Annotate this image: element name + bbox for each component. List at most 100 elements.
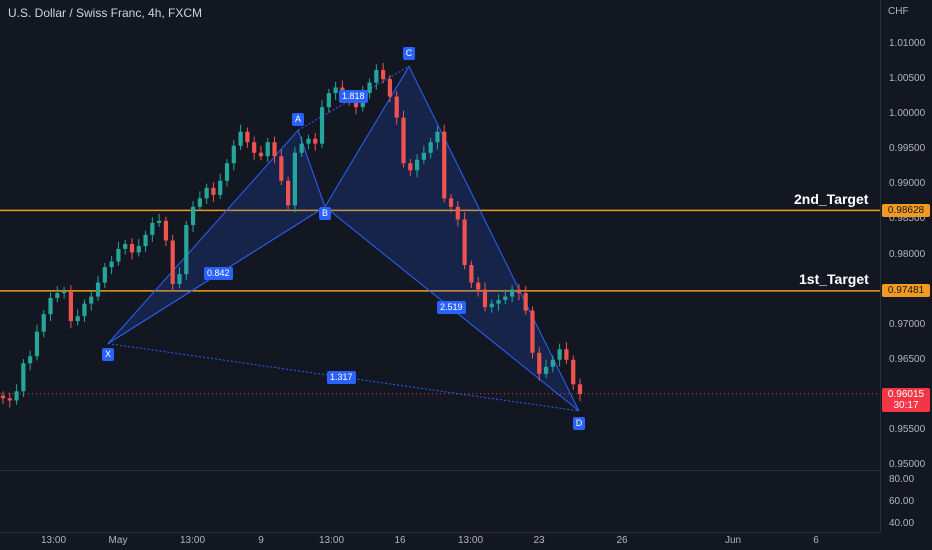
- candle-body: [136, 246, 141, 253]
- price-axis[interactable]: [880, 0, 932, 532]
- price-tick-label: 0.97000: [889, 318, 926, 330]
- candle-body: [163, 220, 169, 241]
- pattern-point-c[interactable]: C: [403, 47, 415, 60]
- candle-body: [543, 366, 549, 374]
- time-tick-label: 26: [616, 535, 628, 546]
- candle-body: [116, 248, 121, 262]
- candle-body: [435, 131, 440, 143]
- candle-body: [197, 198, 202, 207]
- time-tick-label: 23: [533, 535, 545, 546]
- candle-body: [394, 96, 399, 118]
- candle-body: [510, 289, 515, 297]
- candle-body: [523, 293, 528, 311]
- candle-body: [353, 100, 359, 108]
- pattern-point-b[interactable]: B: [319, 207, 331, 220]
- candle-body: [503, 296, 508, 301]
- price-tick-label: 0.98000: [889, 248, 926, 260]
- candle-body: [82, 303, 87, 317]
- candle-body: [313, 138, 318, 144]
- candle-body: [401, 117, 406, 164]
- candle-body: [89, 296, 94, 304]
- symbol-title[interactable]: U.S. Dollar / Swiss Franc, 4h, FXCM: [8, 6, 203, 20]
- candle-body: [211, 187, 216, 195]
- candle-body: [516, 289, 522, 294]
- time-tick-label: 6: [813, 535, 819, 546]
- candle-body: [238, 131, 243, 146]
- pattern-point-a[interactable]: A: [292, 113, 304, 126]
- candle-body: [184, 225, 189, 275]
- candle-body: [123, 243, 128, 249]
- ratio-ab-label[interactable]: 0.842: [204, 267, 233, 280]
- candle-body: [190, 206, 196, 226]
- price-tick-label: 0.98500: [889, 213, 926, 225]
- candle-body: [557, 349, 562, 360]
- candle-body: [421, 152, 426, 160]
- ratio-cd-label[interactable]: 2.519: [437, 301, 466, 314]
- candle-body: [367, 82, 372, 94]
- candle-body: [21, 363, 26, 392]
- candle-body: [109, 261, 114, 268]
- candle-body: [469, 265, 474, 283]
- candle-body: [292, 152, 297, 206]
- pattern-point-x[interactable]: X: [102, 348, 114, 361]
- indicator-separator[interactable]: [0, 470, 932, 471]
- currency-label: CHF: [888, 6, 909, 17]
- first-target-label[interactable]: 1st_Target: [799, 271, 869, 287]
- candle-body: [0, 395, 6, 399]
- candle-body: [231, 145, 236, 164]
- time-axis[interactable]: [0, 532, 880, 550]
- candle-body: [55, 293, 60, 299]
- candle-body: [7, 398, 12, 401]
- bar-countdown: 30:17: [893, 400, 919, 411]
- candle-body: [150, 222, 155, 235]
- candle-body: [41, 314, 46, 332]
- price-tick-label: 0.95000: [889, 459, 926, 470]
- time-tick-label: 13:00: [41, 535, 67, 546]
- candle-body: [333, 87, 338, 94]
- time-tick-label: 9: [258, 535, 264, 546]
- price-tick-label: 0.99000: [889, 178, 926, 190]
- time-tick-label: Jun: [724, 535, 742, 546]
- pattern-point-d[interactable]: D: [573, 417, 585, 430]
- candle-body: [34, 331, 40, 357]
- candle-body: [414, 159, 420, 171]
- candle-body: [170, 240, 175, 284]
- time-tick-label: May: [108, 535, 128, 546]
- price-tick-label: 0.96500: [889, 353, 926, 365]
- candle-body: [102, 267, 107, 283]
- candle-body: [448, 198, 454, 207]
- price-tick-label: 0.99500: [889, 143, 926, 155]
- candle-body: [14, 391, 19, 401]
- candle-body: [286, 180, 291, 206]
- ratio-xd-label[interactable]: 1.317: [327, 371, 356, 384]
- current-price-value: 0.96015: [887, 389, 925, 400]
- candle-body: [177, 274, 182, 284]
- candle-body: [489, 303, 494, 308]
- candle-body: [157, 220, 162, 223]
- candle-body: [381, 69, 386, 80]
- candle-body: [387, 79, 393, 97]
- candle-body: [496, 300, 501, 304]
- candle-body: [204, 187, 209, 199]
- candle-body: [252, 142, 257, 153]
- candle-body: [374, 69, 379, 83]
- ratio-bc-label[interactable]: 1.818: [339, 90, 368, 103]
- candle-body: [61, 290, 67, 294]
- second-target-label[interactable]: 2nd_Target: [794, 191, 869, 207]
- candle-body: [224, 163, 230, 181]
- candle-body: [571, 359, 576, 385]
- target1-price-tag: 0.97481: [882, 284, 930, 297]
- time-tick-label: 13:00: [458, 535, 484, 546]
- time-tick-label: 13:00: [180, 535, 206, 546]
- time-tick-label: 16: [394, 535, 406, 546]
- candle-body: [476, 282, 481, 290]
- indicator-tick-label: 60.00: [889, 496, 915, 507]
- candle-body: [143, 234, 148, 247]
- candle-body: [265, 142, 270, 157]
- candle-body: [564, 349, 569, 360]
- price-tick-label: 0.95500: [889, 423, 926, 435]
- candle-body: [550, 359, 555, 367]
- candle-body: [272, 142, 277, 157]
